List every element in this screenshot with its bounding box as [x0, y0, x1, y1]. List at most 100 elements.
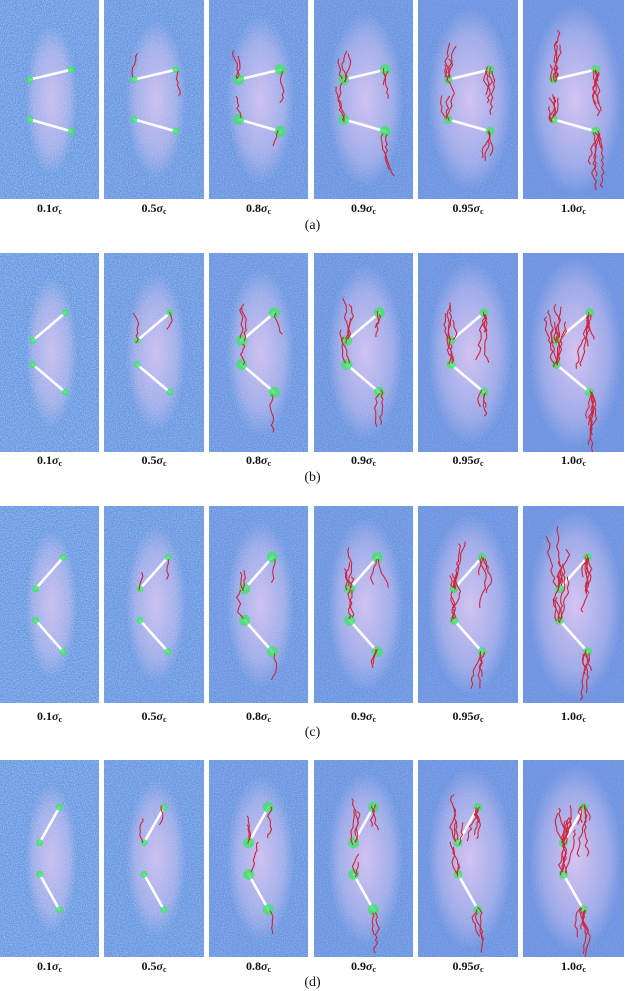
sigma-symbol: σ [473, 201, 480, 215]
subfigure-caption: (c) [304, 725, 321, 740]
sigma-symbol: σ [260, 453, 268, 467]
sigma-symbol: σ [365, 709, 373, 723]
stress-level-label: 0.1σc [0, 709, 100, 724]
subfigure-caption: (b) [304, 470, 321, 485]
simulation-panel [418, 253, 518, 452]
stress-coefficient: 0.5 [141, 709, 157, 723]
sigma-subscript: c [479, 207, 484, 216]
sigma-symbol: σ [156, 453, 163, 467]
simulation-panel [104, 760, 204, 957]
sigma-symbol: σ [575, 453, 583, 467]
sigma-symbol: σ [51, 201, 59, 215]
sigma-subscript: c [479, 715, 484, 724]
stress-level-label: 0.1σc [0, 201, 100, 216]
sigma-symbol: σ [51, 453, 59, 467]
simulation-panel [209, 253, 308, 452]
stress-level-label: 0.1σc [0, 453, 100, 468]
stress-coefficient: 0.8 [245, 959, 261, 973]
stress-level-label: 1.0σc [524, 709, 624, 724]
sigma-symbol: σ [365, 959, 373, 973]
simulation-panel [104, 253, 204, 452]
simulation-panel [314, 253, 413, 452]
sigma-subscript: c [372, 207, 377, 216]
sigma-subscript: c [58, 459, 63, 468]
stress-level-label: 0.5σc [104, 453, 204, 468]
simulation-panel [523, 760, 624, 957]
subfigure-caption: (a) [304, 218, 321, 233]
stress-coefficient: 0.1 [36, 453, 52, 467]
stress-level-label: 0.5σc [104, 709, 204, 724]
sigma-subscript: c [582, 715, 587, 724]
stress-level-label: 0.8σc [209, 453, 309, 468]
stress-coefficient: 0.5 [141, 201, 157, 215]
simulation-panel [0, 0, 99, 199]
stress-coefficient: 0.95 [452, 709, 474, 723]
subfigure-caption: (d) [304, 975, 321, 990]
stress-level-label: 0.1σc [0, 959, 100, 974]
stress-level-label: 0.5σc [104, 959, 204, 974]
stress-level-label: 0.95σc [418, 709, 518, 724]
sigma-symbol: σ [473, 453, 480, 467]
simulation-panel [418, 506, 518, 703]
stress-level-label: 1.0σc [524, 453, 624, 468]
sigma-symbol: σ [260, 959, 268, 973]
sigma-symbol: σ [365, 453, 373, 467]
stress-coefficient: 0.1 [36, 709, 52, 723]
stress-level-label: 1.0σc [524, 201, 624, 216]
sigma-symbol: σ [156, 959, 163, 973]
sigma-symbol: σ [473, 709, 480, 723]
sigma-symbol: σ [156, 201, 163, 215]
stress-level-label: 0.9σc [314, 709, 414, 724]
stress-coefficient: 0.9 [350, 453, 366, 467]
sigma-subscript: c [162, 715, 167, 724]
sigma-symbol: σ [575, 709, 583, 723]
stress-coefficient: 1.0 [560, 959, 576, 973]
stress-coefficient: 0.9 [350, 709, 366, 723]
stress-coefficient: 0.9 [350, 959, 366, 973]
stress-level-label: 0.95σc [418, 959, 518, 974]
sigma-symbol: σ [51, 709, 59, 723]
simulation-panel [418, 760, 518, 957]
sigma-subscript: c [58, 715, 63, 724]
sigma-subscript: c [582, 459, 587, 468]
sigma-subscript: c [162, 965, 167, 974]
sigma-symbol: σ [51, 959, 59, 973]
stress-coefficient: 1.0 [560, 453, 576, 467]
stress-coefficient: 0.95 [452, 453, 474, 467]
simulation-panel [209, 0, 308, 199]
sigma-subscript: c [267, 207, 272, 216]
simulation-panel [418, 0, 518, 199]
simulation-panel [0, 506, 99, 703]
sigma-subscript: c [267, 459, 272, 468]
stress-coefficient: 0.9 [350, 201, 366, 215]
stress-level-label: 0.8σc [209, 709, 309, 724]
stress-coefficient: 0.8 [245, 709, 261, 723]
stress-coefficient: 1.0 [560, 709, 576, 723]
stress-level-label: 0.9σc [314, 201, 414, 216]
sigma-subscript: c [58, 965, 63, 974]
stress-coefficient: 0.1 [36, 201, 52, 215]
sigma-symbol: σ [575, 959, 583, 973]
stress-coefficient: 0.95 [452, 959, 474, 973]
sigma-subscript: c [582, 207, 587, 216]
sigma-symbol: σ [260, 201, 268, 215]
sigma-subscript: c [479, 459, 484, 468]
stress-coefficient: 0.5 [141, 453, 157, 467]
sigma-subscript: c [372, 715, 377, 724]
simulation-panel [209, 760, 308, 957]
simulation-panel [0, 253, 99, 452]
stress-level-label: 1.0σc [524, 959, 624, 974]
sigma-subscript: c [267, 965, 272, 974]
simulation-panel [0, 760, 99, 957]
stress-coefficient: 0.95 [452, 201, 474, 215]
stress-level-label: 0.95σc [418, 201, 518, 216]
sigma-subscript: c [479, 965, 484, 974]
stress-level-label: 0.9σc [314, 959, 414, 974]
simulation-panel [523, 506, 624, 703]
stress-level-label: 0.8σc [209, 201, 309, 216]
simulation-panel [523, 0, 624, 199]
sigma-subscript: c [372, 965, 377, 974]
stress-coefficient: 0.1 [36, 959, 52, 973]
sigma-subscript: c [267, 715, 272, 724]
simulation-panel [209, 506, 308, 703]
